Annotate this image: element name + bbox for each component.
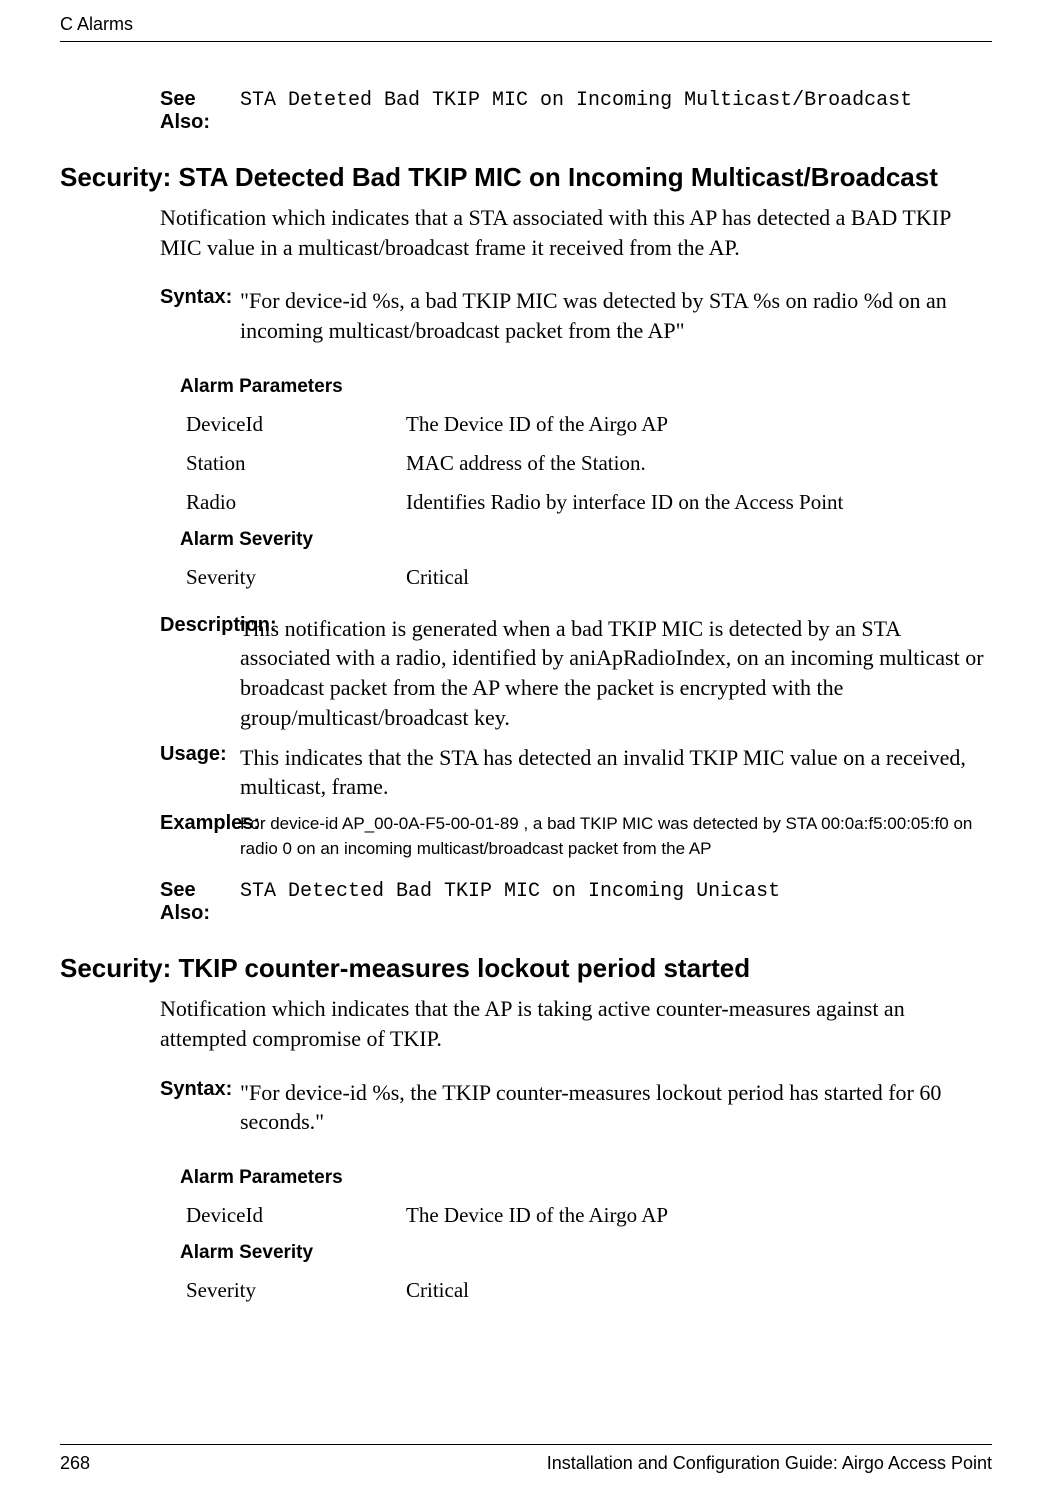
severity-name: Severity xyxy=(186,1278,406,1303)
page-container: C Alarms See Also: STA Deteted Bad TKIP … xyxy=(0,0,1052,1492)
section1-alarm-params: Alarm Parameters DeviceId The Device ID … xyxy=(180,376,992,590)
param-desc: The Device ID of the Airgo AP xyxy=(406,412,992,437)
severity-desc: Critical xyxy=(406,565,992,590)
usage-label: Usage: xyxy=(60,743,240,766)
alarm-severity-header: Alarm Severity xyxy=(180,1242,992,1264)
seealso-value: STA Detected Bad TKIP MIC on Incoming Un… xyxy=(240,879,992,905)
page-content: See Also: STA Deteted Bad TKIP MIC on In… xyxy=(60,42,992,1303)
param-row: DeviceId The Device ID of the Airgo AP xyxy=(186,412,992,437)
examples-value: For device-id AP_00-0A-F5-00-01-89 , a b… xyxy=(240,812,992,861)
severity-name: Severity xyxy=(186,565,406,590)
severity-row: Severity Critical xyxy=(186,1278,992,1303)
alarm-params-header: Alarm Parameters xyxy=(180,1167,992,1189)
seealso-label: See Also: xyxy=(60,879,240,925)
param-name: Radio xyxy=(186,490,406,515)
seealso-value: STA Deteted Bad TKIP MIC on Incoming Mul… xyxy=(240,88,992,114)
usage-value: This indicates that the STA has detected… xyxy=(240,743,992,802)
alarm-severity-header: Alarm Severity xyxy=(180,529,992,551)
section1-seealso-row: See Also: STA Detected Bad TKIP MIC on I… xyxy=(60,879,992,925)
param-name: DeviceId xyxy=(186,1203,406,1228)
seealso-label: See Also: xyxy=(60,88,240,134)
footer-page-number: 268 xyxy=(60,1453,90,1474)
param-desc: The Device ID of the Airgo AP xyxy=(406,1203,992,1228)
page-footer: 268 Installation and Configuration Guide… xyxy=(60,1444,992,1474)
section1-examples-row: Examples: For device-id AP_00-0A-F5-00-0… xyxy=(60,812,992,861)
syntax-value: "For device-id %s, a bad TKIP MIC was de… xyxy=(240,286,992,345)
header-left: C Alarms xyxy=(60,14,133,35)
syntax-label: Syntax: xyxy=(60,286,240,309)
description-value: This notification is generated when a ba… xyxy=(240,614,992,733)
syntax-label: Syntax: xyxy=(60,1078,240,1101)
description-label: Description: xyxy=(60,614,240,637)
examples-label: Examples: xyxy=(60,812,240,835)
alarm-params-header: Alarm Parameters xyxy=(180,376,992,398)
section1-description-row: Description: This notification is genera… xyxy=(60,614,992,733)
syntax-value: "For device-id %s, the TKIP counter-meas… xyxy=(240,1078,992,1137)
section2-intro: Notification which indicates that the AP… xyxy=(160,994,992,1053)
page-header: C Alarms xyxy=(60,0,992,42)
section1-syntax-row: Syntax: "For device-id %s, a bad TKIP MI… xyxy=(60,286,992,345)
section2-heading: Security: TKIP counter-measures lockout … xyxy=(60,953,992,984)
param-row: DeviceId The Device ID of the Airgo AP xyxy=(186,1203,992,1228)
section2-syntax-row: Syntax: "For device-id %s, the TKIP coun… xyxy=(60,1078,992,1137)
severity-row: Severity Critical xyxy=(186,565,992,590)
severity-desc: Critical xyxy=(406,1278,992,1303)
section1-heading: Security: STA Detected Bad TKIP MIC on I… xyxy=(60,162,992,193)
param-desc: MAC address of the Station. xyxy=(406,451,992,476)
section1-usage-row: Usage: This indicates that the STA has d… xyxy=(60,743,992,802)
param-name: Station xyxy=(186,451,406,476)
param-name: DeviceId xyxy=(186,412,406,437)
footer-guide-title: Installation and Configuration Guide: Ai… xyxy=(547,1453,992,1474)
section1-intro: Notification which indicates that a STA … xyxy=(160,203,992,262)
param-row: Station MAC address of the Station. xyxy=(186,451,992,476)
top-seealso-row: See Also: STA Deteted Bad TKIP MIC on In… xyxy=(60,88,992,134)
section2-alarm-params: Alarm Parameters DeviceId The Device ID … xyxy=(180,1167,992,1303)
param-desc: Identifies Radio by interface ID on the … xyxy=(406,490,992,515)
param-row: Radio Identifies Radio by interface ID o… xyxy=(186,490,992,515)
